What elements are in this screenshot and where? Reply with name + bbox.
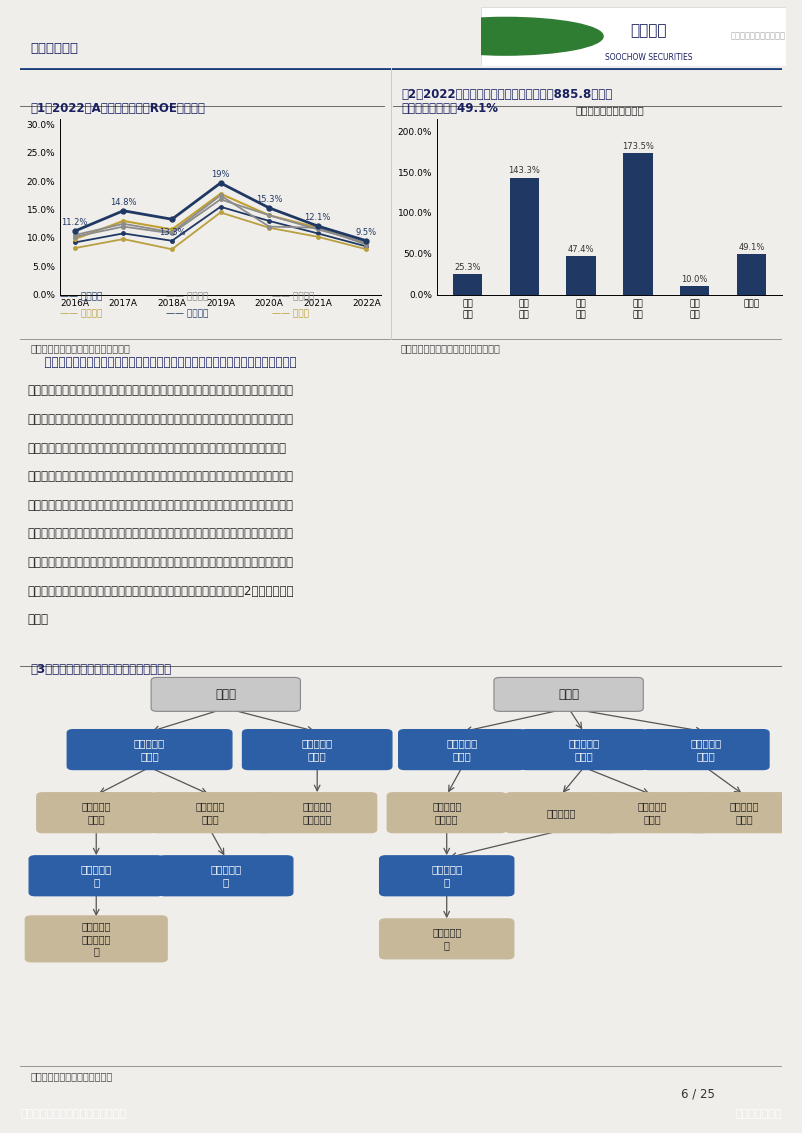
FancyBboxPatch shape	[688, 793, 800, 833]
Text: 个险队伍增
员困难: 个险队伍增 员困难	[82, 801, 111, 824]
Text: 权益市场大
幅波动: 权益市场大 幅波动	[569, 739, 599, 760]
Text: 数据来源：东吴证券研究所整理: 数据来源：东吴证券研究所整理	[30, 1071, 113, 1081]
Text: 47.4%: 47.4%	[568, 245, 594, 254]
Text: 新单增长乏
力: 新单增长乏 力	[81, 864, 111, 887]
FancyBboxPatch shape	[494, 678, 643, 712]
Text: 居民收入预
期降低: 居民收入预 期降低	[302, 739, 333, 760]
FancyBboxPatch shape	[399, 730, 525, 769]
Text: —— 合计值: —— 合计值	[272, 309, 309, 318]
Text: 东吴证券研究所: 东吴证券研究所	[735, 1109, 782, 1118]
Text: 长端利率迭
创新低: 长端利率迭 创新低	[447, 739, 477, 760]
Text: 仅供内部参考，请勿外传: 仅供内部参考，请勿外传	[731, 32, 786, 41]
Text: 盈利表现拖
累: 盈利表现拖 累	[431, 864, 462, 887]
Text: 19%: 19%	[211, 170, 230, 179]
Text: 长期保障型
业务大幅下
降: 长期保障型 业务大幅下 降	[82, 921, 111, 956]
Text: 图1：2022年A股上市险企平均ROE持续下行: 图1：2022年A股上市险企平均ROE持续下行	[30, 102, 205, 114]
Text: 可选消费意
愿明显下降: 可选消费意 愿明显下降	[302, 801, 332, 824]
Text: 复。短期资产端弹性强于负债端，保险作为可选消费预计业绩复苏需要2季度左右时滞: 复。短期资产端弹性强于负债端，保险作为可选消费预计业绩复苏需要2季度左右时滞	[27, 585, 294, 598]
Title: 会计估计变更占税前利润: 会计估计变更占税前利润	[575, 105, 644, 116]
Text: 6 / 25: 6 / 25	[681, 1088, 715, 1100]
Text: 疫情持续蔓延对险企资产负债两端带来深远而复杂影响。疫情对于寿险业的影响深: 疫情持续蔓延对险企资产负债两端带来深远而复杂影响。疫情对于寿险业的影响深	[27, 356, 296, 368]
Text: 责任准备金
计提增加: 责任准备金 计提增加	[432, 801, 461, 824]
Text: 143.3%: 143.3%	[508, 167, 541, 176]
FancyBboxPatch shape	[505, 793, 617, 833]
FancyBboxPatch shape	[481, 7, 786, 66]
Text: 银保渠道竞
争加剧: 银保渠道竞 争加剧	[196, 801, 225, 824]
FancyBboxPatch shape	[520, 730, 647, 769]
Text: 保障型业务大幅下降。从资产端来看，长端利率迭创新低、权益市场大幅波动和地产风: 保障型业务大幅下降。从资产端来看，长端利率迭创新低、权益市场大幅波动和地产风	[27, 470, 294, 483]
Text: 资产端: 资产端	[558, 688, 579, 701]
Circle shape	[408, 17, 603, 56]
Bar	[453, 274, 482, 295]
Text: 东吴证券: 东吴证券	[630, 24, 667, 39]
Text: 再投资压力: 再投资压力	[546, 808, 576, 818]
FancyBboxPatch shape	[379, 855, 514, 896]
Text: 地产风险持
续压制: 地产风险持 续压制	[691, 739, 721, 760]
Bar	[737, 255, 766, 295]
Text: —— 中国平安: —— 中国平安	[60, 292, 103, 301]
Text: 负债端: 负债端	[215, 688, 237, 701]
Text: 公允价值浮
亏增加: 公允价值浮 亏增加	[638, 801, 667, 824]
FancyBboxPatch shape	[379, 919, 514, 959]
FancyBboxPatch shape	[26, 915, 167, 962]
Text: 9.5%: 9.5%	[356, 228, 377, 237]
Text: 10.0%: 10.0%	[682, 275, 708, 284]
Text: 49.1%: 49.1%	[739, 244, 764, 253]
Text: 25.3%: 25.3%	[454, 263, 480, 272]
Text: 营销渠道经
营困境: 营销渠道经 营困境	[134, 739, 165, 760]
Text: 等待。: 等待。	[27, 613, 49, 627]
FancyBboxPatch shape	[67, 730, 232, 769]
FancyBboxPatch shape	[37, 793, 156, 833]
Text: 险持续压制三者影响交织，对险企再投资收益、保单盈利能力和偿付能力提出考验。疫: 险持续压制三者影响交织，对险企再投资收益、保单盈利能力和偿付能力提出考验。疫	[27, 499, 294, 512]
FancyBboxPatch shape	[159, 855, 293, 896]
Text: 173.5%: 173.5%	[622, 142, 654, 151]
Text: 响进一步放大。从负债端来看，疫情的直接影响是个险队伍增员困难，使得新单增长乏: 响进一步放大。从负债端来看，疫情的直接影响是个险队伍增员困难，使得新单增长乏	[27, 412, 294, 426]
FancyBboxPatch shape	[29, 855, 164, 896]
Text: 渠道成本上
升: 渠道成本上 升	[210, 864, 241, 887]
Text: 11.2%: 11.2%	[62, 219, 88, 227]
Text: 图2：2022年上市险企合计补提责任准备金885.8亿元，: 图2：2022年上市险企合计补提责任准备金885.8亿元，	[401, 88, 612, 101]
FancyBboxPatch shape	[597, 793, 708, 833]
Text: 行业深度报告: 行业深度报告	[30, 42, 79, 54]
Text: 远而复杂，深远反映影响的程度，而复杂则反映各项因素相互交织、内生共振从而将影: 远而复杂，深远反映影响的程度，而复杂则反映各项因素相互交织、内生共振从而将影	[27, 384, 294, 398]
Text: —— 中国人保: —— 中国人保	[166, 309, 209, 318]
Text: 资产减值损
失提升: 资产减值损 失提升	[729, 801, 759, 824]
Text: 图3：疫情对资产负债两端的影响复杂而深远: 图3：疫情对资产负债两端的影响复杂而深远	[30, 663, 172, 675]
Bar	[680, 287, 710, 295]
FancyBboxPatch shape	[257, 793, 377, 833]
FancyBboxPatch shape	[642, 730, 769, 769]
Text: 情防控形势的向好将有力支撑寿险行业复苏。资产端体现在权益市场复苏、经济复苏预: 情防控形势的向好将有力支撑寿险行业复苏。资产端体现在权益市场复苏、经济复苏预	[27, 528, 294, 540]
Text: 数据来源：公司财报、东吴证券研究所: 数据来源：公司财报、东吴证券研究所	[401, 343, 501, 353]
Bar	[566, 256, 596, 295]
Text: 14.8%: 14.8%	[110, 198, 136, 206]
Text: —— 中国太保: —— 中国太保	[272, 292, 314, 301]
FancyBboxPatch shape	[242, 730, 392, 769]
Text: SOOCHOW SECURITIES: SOOCHOW SECURITIES	[605, 53, 693, 62]
Bar	[509, 178, 539, 295]
Text: 占税前利润比例达49.1%: 占税前利润比例达49.1%	[401, 102, 498, 114]
Text: 15.3%: 15.3%	[256, 195, 282, 204]
Text: 请务必阅读正文之后的免责声明部分: 请务必阅读正文之后的免责声明部分	[20, 1109, 126, 1118]
FancyBboxPatch shape	[151, 678, 301, 712]
Text: 13.3%: 13.3%	[159, 228, 185, 237]
Text: 12.1%: 12.1%	[305, 213, 331, 222]
Text: —— 中国人寿: —— 中国人寿	[166, 292, 209, 301]
Bar	[623, 153, 653, 295]
Text: 数据来源：公司财报、东吴证券研究所: 数据来源：公司财报、东吴证券研究所	[30, 343, 131, 353]
FancyBboxPatch shape	[387, 793, 506, 833]
Text: —— 新华保险: —— 新华保险	[60, 309, 103, 318]
Text: 力，间接影响是居民收入预期降低，可选消费意愿明显下降，以重疾险为代表的长期: 力，间接影响是居民收入预期降低，可选消费意愿明显下降，以重疾险为代表的长期	[27, 442, 286, 454]
Text: 期向好所引致的投资表现回暖，而负债端则体现在规模人力的复苏和新单价值数据的恢: 期向好所引致的投资表现回暖，而负债端则体现在规模人力的复苏和新单价值数据的恢	[27, 556, 294, 569]
FancyBboxPatch shape	[151, 793, 270, 833]
Text: 偿付能力压
力: 偿付能力压 力	[432, 928, 461, 951]
